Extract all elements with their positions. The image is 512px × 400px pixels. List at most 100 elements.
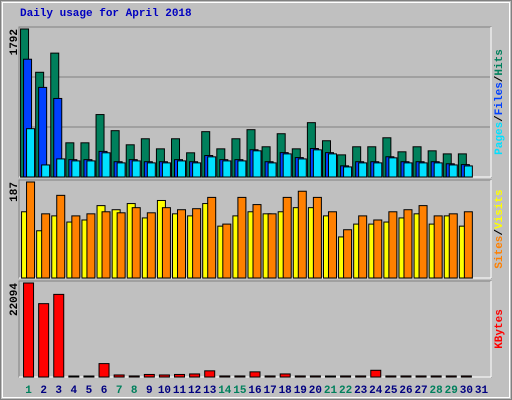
x-tick-label: 5 (86, 385, 93, 397)
bar (56, 158, 66, 178)
bar (294, 375, 306, 378)
bar (385, 375, 397, 378)
bar (430, 375, 442, 378)
x-tick-label: 1 (25, 385, 32, 397)
y-tick-label: 187 (9, 182, 21, 202)
bar (358, 215, 368, 279)
bar (38, 303, 50, 378)
bar (146, 212, 156, 279)
bar (207, 196, 217, 279)
bar (252, 204, 262, 279)
bar (309, 375, 321, 378)
x-tick-label: 6 (101, 385, 108, 397)
x-tick-label: 3 (55, 385, 62, 397)
bar (418, 162, 428, 178)
bar (249, 371, 261, 378)
bar (418, 205, 428, 279)
bar (174, 373, 186, 378)
bar (388, 211, 398, 279)
bar (161, 207, 171, 279)
x-tick-label: 8 (131, 385, 138, 397)
bar (234, 375, 246, 378)
bar (463, 165, 473, 178)
legend-separator: / (494, 229, 506, 236)
bar (282, 153, 292, 178)
x-tick-label: 25 (384, 385, 398, 397)
bar (26, 128, 36, 178)
x-tick-label: 28 (430, 385, 444, 397)
bar (158, 374, 170, 378)
bar (101, 152, 111, 178)
x-tick-label: 9 (146, 385, 153, 397)
x-tick-label: 27 (414, 385, 427, 397)
x-tick-label: 23 (354, 385, 368, 397)
chart-title: Daily usage for April 2018 (20, 8, 192, 20)
bar (297, 190, 307, 279)
bar (219, 375, 231, 378)
bar (324, 375, 336, 378)
x-tick-label: 12 (188, 385, 201, 397)
x-tick-label: 30 (460, 385, 473, 397)
legend-entry: Visits (494, 189, 506, 229)
bar (204, 370, 216, 378)
bar (38, 86, 48, 178)
bar (252, 150, 262, 178)
x-tick-label: 4 (71, 385, 78, 397)
bar (189, 373, 201, 378)
bar (237, 160, 247, 178)
bar (41, 213, 51, 279)
bar (463, 211, 473, 279)
bar (56, 194, 66, 279)
bar (343, 229, 353, 279)
bar (116, 212, 126, 279)
bar (358, 162, 368, 178)
bar (445, 375, 457, 378)
bar (448, 213, 458, 279)
bar (370, 369, 382, 378)
bar (23, 282, 35, 378)
bar (403, 209, 413, 279)
bar (116, 162, 126, 178)
legend-separator: / (494, 75, 506, 82)
bar (161, 162, 171, 178)
x-tick-label: 11 (173, 385, 187, 397)
bar (53, 293, 65, 378)
bar (297, 158, 307, 178)
panel (18, 280, 492, 378)
bar (101, 211, 111, 279)
bar (279, 373, 291, 378)
bar (415, 375, 427, 378)
x-tick-label: 18 (279, 385, 293, 397)
bar (131, 207, 141, 279)
x-tick-label: 24 (369, 385, 383, 397)
bar (267, 162, 277, 178)
bar (237, 196, 247, 279)
bar (448, 164, 458, 178)
x-tick-label: 14 (218, 385, 232, 397)
x-tick-label: 7 (116, 385, 123, 397)
bar (192, 162, 202, 178)
x-tick-label: 31 (475, 385, 489, 397)
legend-entry: Hits (494, 49, 506, 75)
bar (131, 160, 141, 178)
bar (327, 153, 337, 178)
bar (373, 219, 383, 279)
bar (207, 156, 217, 178)
bar (400, 375, 412, 378)
x-tick-label: 22 (339, 385, 352, 397)
bar (113, 374, 125, 378)
x-tick-label: 26 (399, 385, 412, 397)
bar (460, 375, 472, 378)
bar (143, 373, 155, 378)
bar (71, 160, 81, 178)
legend-entry: Sites (494, 236, 506, 269)
x-tick-label: 20 (309, 385, 322, 397)
legend: Pages/Files/Hits (494, 49, 506, 155)
bar (403, 162, 413, 178)
legend-entry: Files (494, 82, 506, 115)
legend-entry: Pages (494, 122, 506, 155)
x-tick-label: 10 (158, 385, 171, 397)
bar (267, 213, 277, 279)
legend: Sites/Visits (494, 189, 506, 268)
